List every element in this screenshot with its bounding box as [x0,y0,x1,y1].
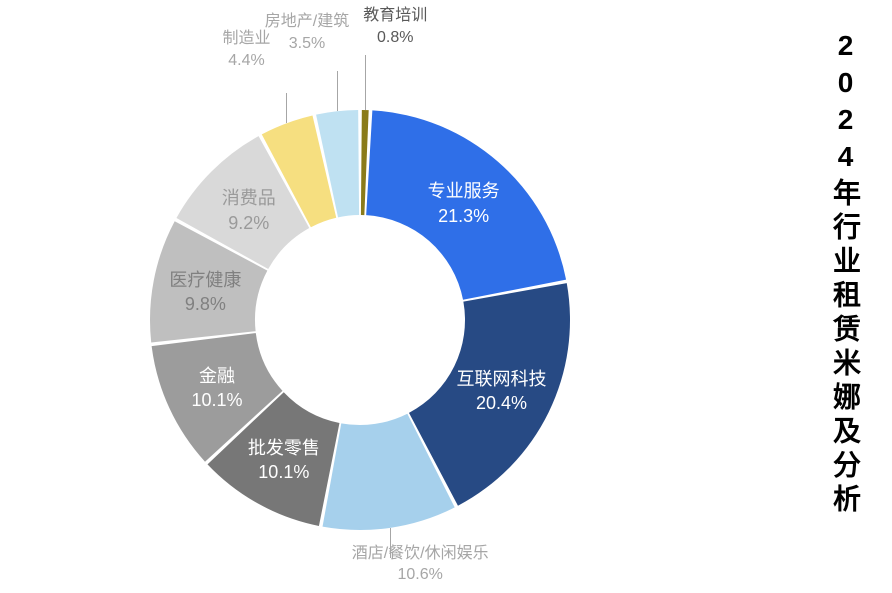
slice-label-5: 金融10.1% [137,364,297,413]
slice-label-7: 消费品9.2% [169,186,329,235]
slice-pct: 9.2% [169,211,329,235]
slice-pct: 10.1% [137,388,297,412]
donut-svg [0,0,720,593]
slice-pct: 9.8% [125,292,285,316]
slice-name: 金融 [137,364,297,388]
slice-name: 专业服务 [384,179,544,203]
slice-pct: 20.4% [422,391,582,415]
slice-label-3: 酒店/餐饮/休闲娱乐10.6% [320,543,520,586]
slice-pct: 10.1% [204,460,364,484]
slice-label-9: 房地产/建筑3.5% [207,11,407,54]
slice-pct: 21.3% [384,204,544,228]
page-title: 2024年行业租赁米娜及分析 [828,30,862,518]
slice-label-4: 批发零售10.1% [204,436,364,485]
slice-name: 酒店/餐饮/休闲娱乐 [320,543,520,565]
slice-label-6: 医疗健康9.8% [125,268,285,317]
slice-name: 互联网科技 [422,367,582,391]
slice-label-1: 专业服务21.3% [384,179,544,228]
slice-pct: 3.5% [207,33,407,55]
slice-name: 医疗健康 [125,268,285,292]
donut-chart: 教育培训0.8%专业服务21.3%互联网科技20.4%酒店/餐饮/休闲娱乐10.… [0,0,720,593]
slice-label-2: 互联网科技20.4% [422,367,582,416]
slice-name: 房地产/建筑 [207,11,407,33]
slice-pct: 10.6% [320,564,520,586]
slice-name: 批发零售 [204,436,364,460]
slice-name: 消费品 [169,186,329,210]
